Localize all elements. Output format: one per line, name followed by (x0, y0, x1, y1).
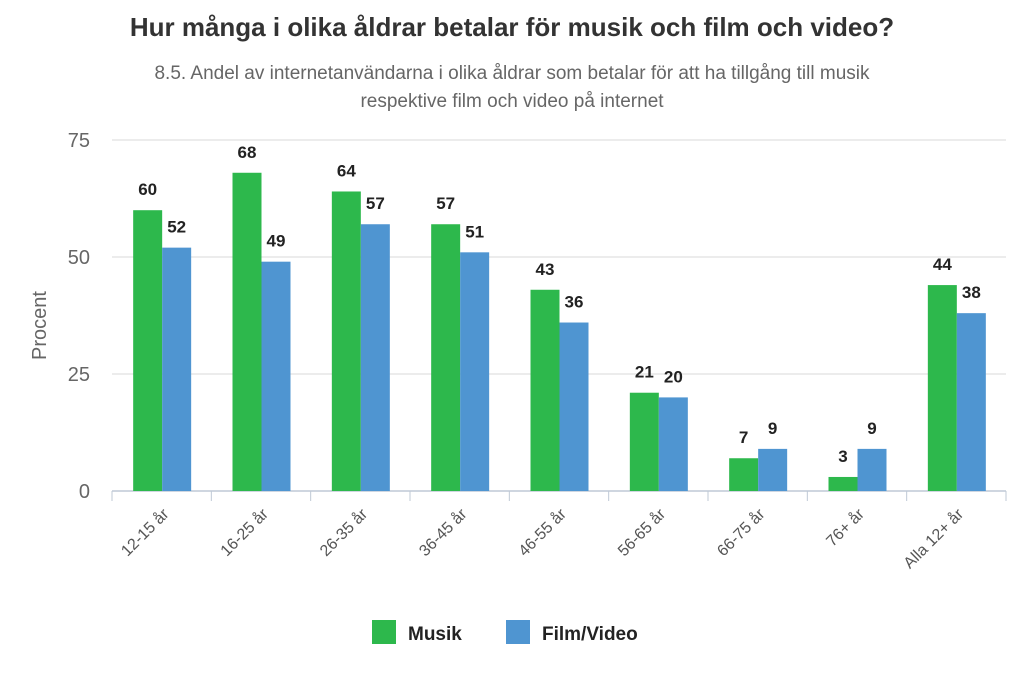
x-tick-label: 12-15 år (118, 505, 173, 560)
legend-label: Film/Video (542, 624, 638, 645)
x-tick-label: 26-35 år (316, 505, 371, 560)
data-label: 64 (337, 161, 356, 180)
bar-film-video (460, 252, 490, 491)
x-tick-label: 46-55 år (515, 505, 570, 560)
data-label: 38 (962, 283, 981, 302)
data-label: 68 (238, 143, 257, 162)
data-label: 7 (739, 428, 748, 447)
bar-musik (232, 172, 262, 491)
bar-musik (530, 289, 560, 491)
data-label: 51 (465, 222, 484, 241)
bar-film-video (559, 322, 589, 491)
chart-title: Hur många i olika åldrar betalar för mus… (129, 12, 895, 42)
data-label: 49 (267, 232, 286, 251)
legend-swatch (372, 620, 396, 644)
x-tick-label: 56-65 år (614, 505, 669, 560)
data-label: 20 (664, 367, 683, 386)
data-label: 36 (565, 293, 584, 312)
bar-film-video (261, 261, 291, 491)
x-tick-label: 66-75 år (714, 505, 769, 560)
bar-musik (729, 458, 759, 491)
bar-musik (133, 210, 163, 491)
data-label: 3 (838, 447, 847, 466)
y-tick-label: 50 (68, 247, 90, 269)
legend-swatch (506, 620, 530, 644)
data-label: 43 (536, 260, 555, 279)
bar-film-video (360, 224, 390, 492)
x-tick-label: 36-45 år (416, 505, 471, 560)
bar-musik (629, 392, 659, 491)
y-tick-label: 75 (68, 130, 90, 152)
bar-film-video (658, 397, 688, 491)
chart-subtitle: 8.5. Andel av internetanvändarna i olika… (154, 63, 870, 112)
y-tick-label: 25 (68, 364, 90, 386)
data-label: 21 (635, 363, 654, 382)
bar-film-video (162, 247, 192, 491)
data-label: 52 (167, 218, 186, 237)
bar-musik (927, 285, 957, 491)
data-label: 9 (768, 419, 777, 438)
bar-musik (431, 224, 461, 492)
data-label: 57 (436, 194, 455, 213)
data-label: 9 (867, 419, 876, 438)
x-tick-label: 76+ år (823, 505, 869, 551)
data-label: 57 (366, 194, 385, 213)
x-tick-label: 16-25 år (217, 505, 272, 560)
x-tick-label: Alla 12+ år (900, 505, 968, 573)
legend-label: Musik (408, 624, 462, 645)
bar-film-video (857, 448, 887, 491)
bar-musik (331, 191, 361, 492)
data-label: 44 (933, 255, 952, 274)
y-tick-label: 0 (79, 481, 90, 503)
data-label: 60 (138, 180, 157, 199)
bar-musik (828, 476, 858, 491)
bar-film-video (956, 313, 986, 491)
bar-film-video (758, 448, 788, 491)
y-axis-label: Procent (29, 291, 51, 360)
